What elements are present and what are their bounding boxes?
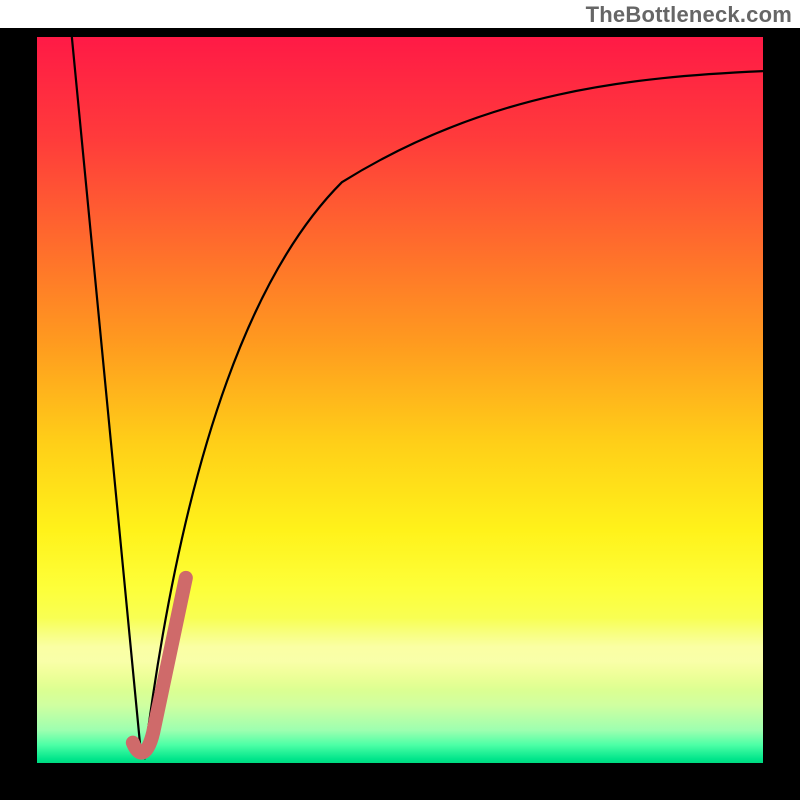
chart-svg bbox=[0, 0, 800, 800]
stage: TheBottleneck.com bbox=[0, 0, 800, 800]
pale-band bbox=[37, 618, 763, 691]
